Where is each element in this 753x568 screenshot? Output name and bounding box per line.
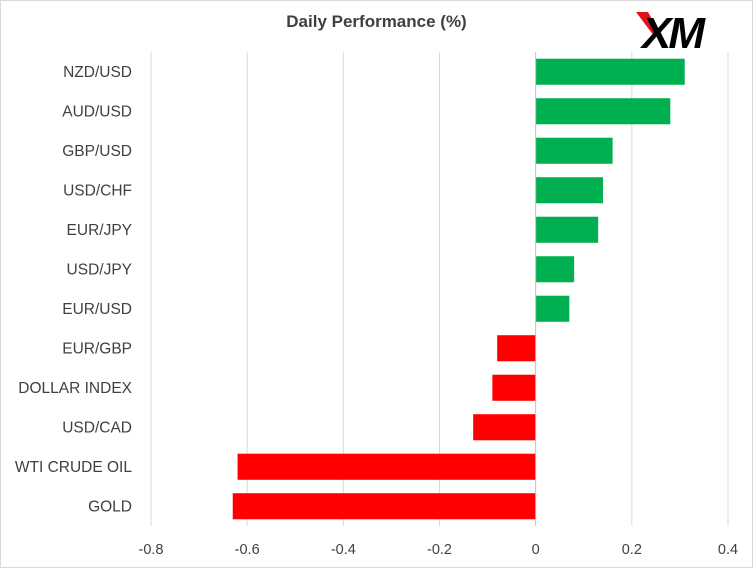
category-label: NZD/USD (63, 64, 132, 81)
bar (535, 216, 599, 243)
xm-logo: XM (636, 9, 709, 54)
bar (535, 98, 671, 125)
x-tick-label: 0.2 (622, 542, 642, 558)
x-tick-label: -0.4 (331, 542, 356, 558)
category-label: EUR/USD (62, 301, 132, 318)
x-tick-label: -0.6 (235, 542, 260, 558)
category-label: EUR/JPY (67, 222, 132, 239)
category-label: GOLD (88, 498, 132, 515)
x-tick-label: 0.4 (718, 542, 738, 558)
category-label: GBP/USD (62, 143, 132, 160)
bar (535, 295, 570, 322)
bar (237, 453, 536, 480)
logo-red-slash (636, 12, 658, 36)
category-label: DOLLAR INDEX (18, 380, 132, 397)
category-label: AUD/USD (62, 103, 132, 120)
bar (232, 493, 536, 520)
category-label: USD/JPY (67, 261, 132, 278)
chart-title: Daily Performance (%) (286, 12, 467, 31)
logo-text: XM (639, 9, 706, 54)
category-label: USD/CAD (62, 419, 132, 436)
bar (473, 414, 536, 441)
bar (535, 137, 613, 164)
bar (535, 256, 575, 283)
bar (497, 335, 536, 362)
x-tick-label: -0.2 (427, 542, 452, 558)
x-tick-label: -0.8 (139, 542, 164, 558)
category-label: USD/CHF (63, 182, 132, 199)
bar (535, 58, 685, 85)
bar (492, 374, 536, 401)
category-label: EUR/GBP (62, 340, 132, 357)
x-tick-label: 0 (532, 542, 540, 558)
bar (535, 177, 603, 204)
category-label: WTI CRUDE OIL (15, 459, 132, 476)
